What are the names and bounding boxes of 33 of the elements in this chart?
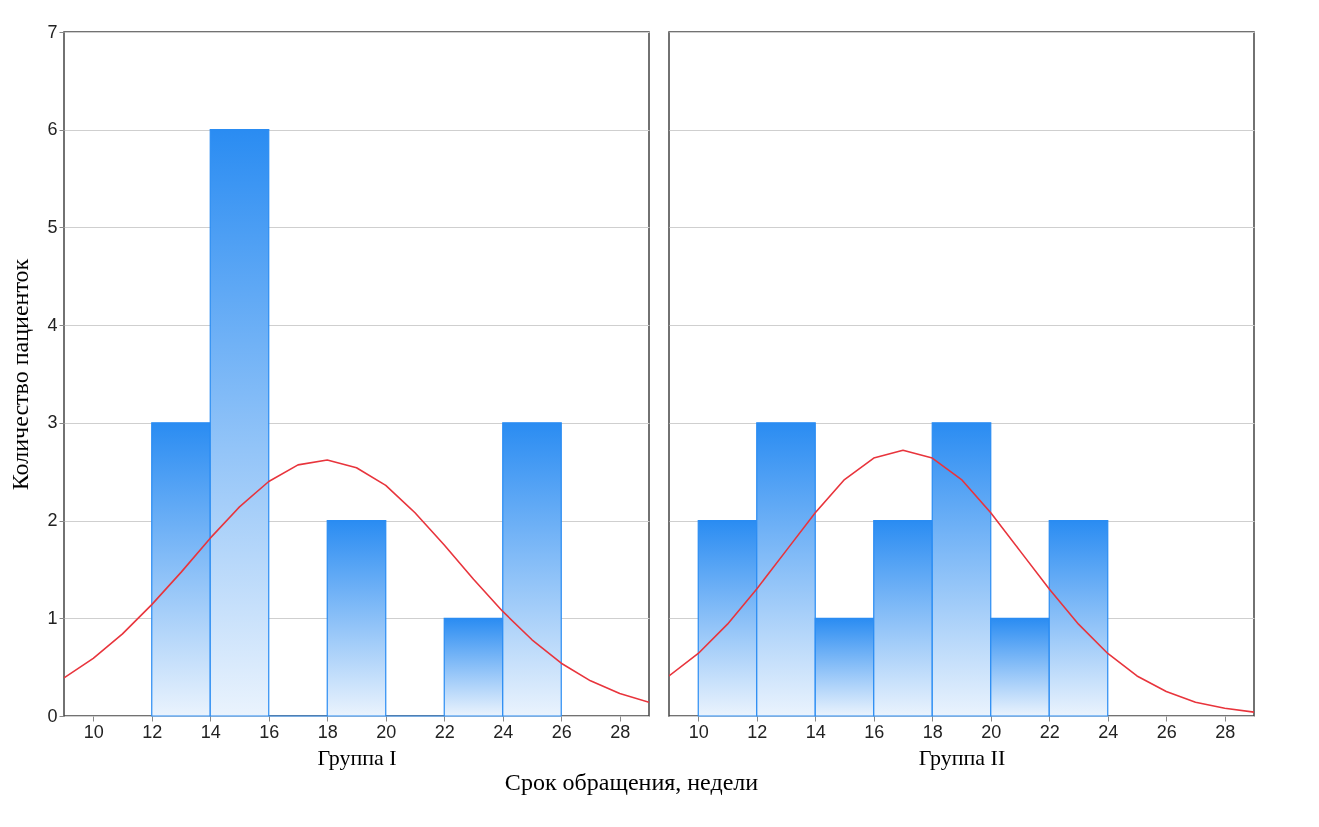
y-tick-label: 4	[47, 314, 58, 335]
x-tick-label: 22	[434, 721, 455, 742]
y-axis-title: Количество пациенток	[7, 258, 34, 491]
y-tick-label: 2	[47, 510, 58, 531]
x-tick-label: 28	[1215, 721, 1236, 742]
x-tick-label: 14	[200, 721, 221, 742]
y-tick-label: 5	[47, 216, 58, 237]
y-tick-label: 0	[47, 705, 58, 726]
x-axis-title: Группа I	[317, 744, 397, 770]
x-tick-label: 16	[864, 721, 885, 742]
x-tick-label: 22	[1039, 721, 1060, 742]
x-tick-label: 24	[1098, 721, 1119, 742]
x-tick-label: 10	[83, 721, 104, 742]
x-tick-label: 16	[259, 721, 280, 742]
x-tick-label: 20	[376, 721, 397, 742]
x-tick-label: 24	[493, 721, 514, 742]
y-tick-label: 1	[47, 607, 58, 628]
x-tick-label: 12	[747, 721, 768, 742]
x-tick-label: 20	[981, 721, 1002, 742]
x-tick-label: 26	[551, 721, 572, 742]
x-tick-label: 18	[317, 721, 338, 742]
x-tick-label: 26	[1156, 721, 1177, 742]
x-tick-label: 12	[142, 721, 163, 742]
x-tick-label: 18	[922, 721, 943, 742]
x-tick-label: 14	[805, 721, 826, 742]
x-tick-label: 28	[610, 721, 631, 742]
y-tick-label: 3	[47, 412, 58, 433]
y-tick-label: 6	[47, 119, 58, 140]
text: Срок обращения, недели	[504, 768, 759, 795]
y-tick-label: 7	[47, 21, 58, 42]
line-series	[64, 459, 649, 704]
x-tick-label: 10	[688, 721, 709, 742]
x-axis-title: Группа II	[918, 744, 1006, 770]
